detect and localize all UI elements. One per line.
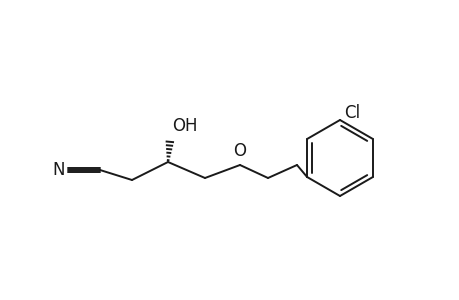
Text: Cl: Cl	[343, 104, 359, 122]
Text: OH: OH	[172, 117, 197, 135]
Text: N: N	[52, 161, 65, 179]
Text: O: O	[233, 142, 246, 160]
